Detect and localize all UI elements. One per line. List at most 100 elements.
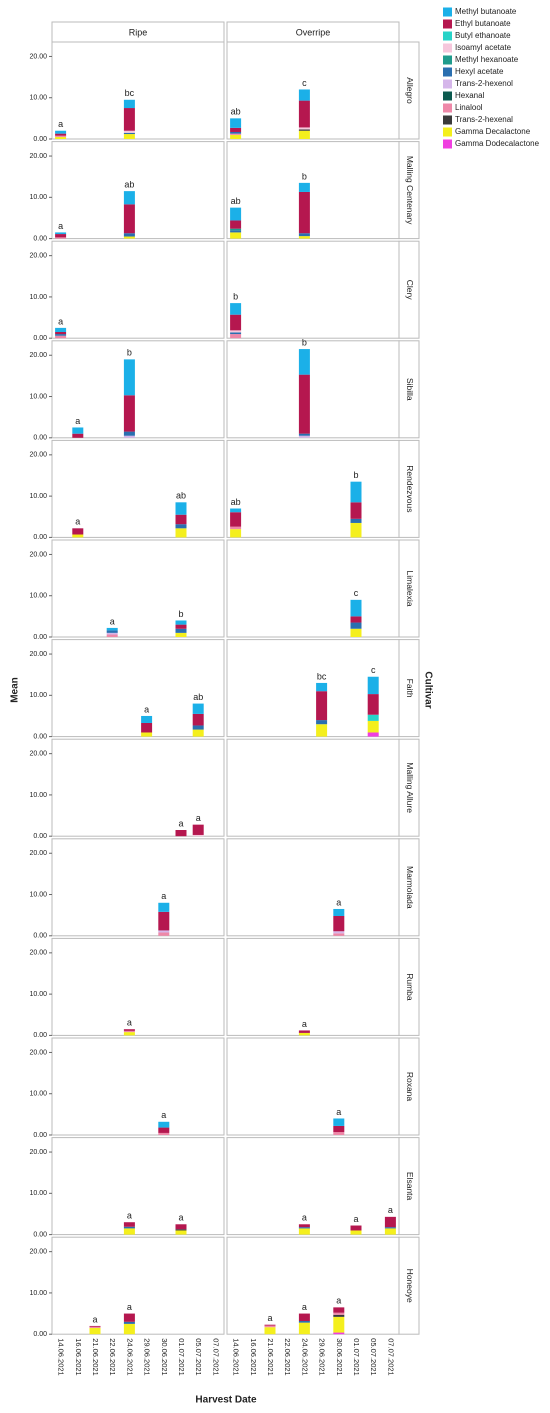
bar-segment [192, 703, 204, 714]
y-tick-label: 20.00 [29, 551, 47, 558]
panel-frame [51, 141, 225, 240]
bar-segment [367, 714, 379, 721]
legend-swatch [443, 115, 452, 125]
row-strip [398, 141, 420, 240]
panel-frame [51, 539, 225, 638]
bar-letter: a [127, 1018, 132, 1028]
bar-segment [123, 435, 135, 438]
bar-segment [192, 824, 204, 835]
bar-segment [158, 1121, 170, 1128]
bar-segment [298, 374, 310, 434]
bar-letter: a [353, 1214, 358, 1224]
panel-frame [51, 838, 225, 937]
legend-swatch [443, 43, 452, 53]
y-tick-label: 20.00 [29, 352, 47, 359]
panel-frame [51, 41, 225, 140]
legend-label: Linalool [455, 103, 483, 112]
legend-label: Gamma Dodecalactone [455, 139, 540, 148]
x-tick-label: 05.07.2021 [194, 1338, 203, 1376]
legend-label: Ethyl butanoate [455, 19, 511, 28]
bar-segment [298, 1228, 310, 1235]
bar-segment [158, 932, 170, 936]
bar-segment [350, 599, 362, 617]
bar-segment [298, 433, 310, 436]
x-tick-label: 29.06.2021 [318, 1338, 327, 1376]
bar-segment [230, 529, 242, 538]
row-strip [398, 340, 420, 439]
panel-frame [226, 838, 400, 937]
bar-letter: bc [125, 88, 135, 98]
y-tick-label: 20.00 [29, 1049, 47, 1056]
y-tick-label: 0.00 [33, 235, 47, 242]
x-tick-label: 24.06.2021 [300, 1338, 309, 1376]
bar-segment [106, 630, 118, 633]
bar-letter: a [92, 1314, 97, 1324]
row-name: Rumba [405, 973, 415, 1001]
y-tick-label: 0.00 [33, 435, 47, 442]
bar-segment [230, 526, 242, 530]
bar-segment [350, 502, 362, 519]
panel-frame [51, 639, 225, 738]
bar-segment [230, 207, 242, 221]
bar-segment [175, 632, 187, 637]
bar-segment [158, 911, 170, 931]
bar-letter: a [178, 818, 183, 828]
bar-segment [333, 1312, 345, 1315]
bar-segment [316, 691, 328, 721]
bar-segment [72, 433, 84, 438]
row-name: Elsanta [405, 1172, 415, 1201]
panel-frame [226, 539, 400, 638]
bar-segment [123, 204, 135, 234]
bar-segment [230, 303, 242, 315]
bar-segment [141, 732, 153, 737]
y-tick-label: 20.00 [29, 850, 47, 857]
bar-segment [350, 1230, 362, 1235]
bar-letter: ab [176, 491, 186, 501]
row-name: Clery [405, 280, 415, 301]
bar-segment [367, 720, 379, 733]
x-tick-label: 21.06.2021 [266, 1338, 275, 1376]
bar-letter: bc [317, 671, 327, 681]
bar-segment [55, 334, 67, 336]
bar-segment [158, 902, 170, 912]
bar-segment [384, 1228, 396, 1235]
bar-segment [55, 136, 67, 139]
y-tick-label: 10.00 [29, 1190, 47, 1197]
y-tick-label: 10.00 [29, 891, 47, 898]
bar-segment [298, 191, 310, 234]
bar-segment [72, 534, 84, 538]
y-tick-label: 10.00 [29, 593, 47, 600]
y-tick-label: 10.00 [29, 95, 47, 102]
bar-segment [230, 332, 242, 335]
panel-frame [51, 1037, 225, 1136]
bar-segment [264, 1327, 276, 1335]
bar-segment [192, 729, 204, 737]
bar-letter: a [144, 704, 149, 714]
x-tick-label: 30.06.2021 [335, 1338, 344, 1376]
bar-segment [123, 134, 135, 139]
bar-letter: a [161, 1110, 166, 1120]
bar-segment [55, 135, 67, 137]
bar-segment [230, 118, 242, 128]
bar-segment [230, 230, 242, 233]
bar-segment [384, 1216, 396, 1228]
bar-segment [175, 524, 187, 529]
bar-segment [123, 395, 135, 432]
bar-letter: a [58, 119, 63, 129]
bar-letter: b [127, 348, 132, 358]
bar-segment [333, 1314, 345, 1317]
y-tick-label: 0.00 [33, 534, 47, 541]
panel-frame [51, 1236, 225, 1335]
legend-label: Butyl ethanoate [455, 31, 511, 40]
y-tick-label: 20.00 [29, 53, 47, 60]
row-strip [398, 738, 420, 837]
column-header: Overripe [296, 27, 331, 37]
bar-segment [123, 359, 135, 396]
bar-segment [316, 682, 328, 692]
panel-frame [226, 340, 400, 439]
bar-letter: b [178, 609, 183, 619]
row-strip [398, 639, 420, 738]
y-tick-label: 20.00 [29, 1149, 47, 1156]
x-tick-label: 14.06.2021 [232, 1338, 241, 1376]
x-tick-label: 07.07.2021 [211, 1338, 220, 1376]
